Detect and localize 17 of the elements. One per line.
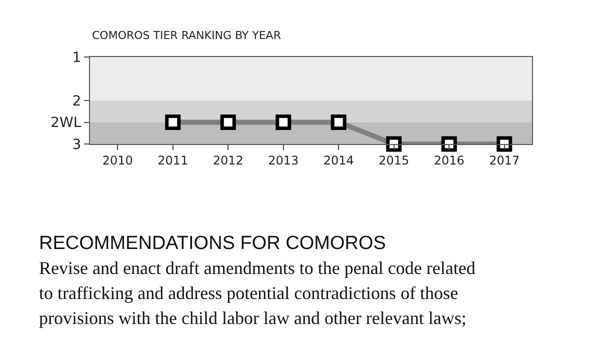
x-tick-label: 2012 [212, 153, 244, 168]
x-tick-label: 2013 [268, 153, 299, 168]
x-tick-label: 2015 [378, 153, 410, 168]
text: RECOMMENDATIONS FOR COMOROS [39, 233, 386, 254]
x-tick-label: 2011 [158, 153, 188, 168]
x-tick-label: 2010 [102, 153, 133, 168]
y-tick-label: 1 [72, 50, 82, 66]
text: to trafficking and address potential contradictions of those [39, 283, 458, 303]
x-tick-label: 2014 [323, 153, 354, 168]
x-tick-label: 2017 [489, 153, 520, 168]
text: provisions with the child labor law and other relevant laws; [39, 308, 466, 328]
chart-title: COMOROS TIER RANKING BY YEAR [92, 29, 282, 42]
text: Revise and enact draft amendments to the penal code related [39, 258, 476, 278]
y-tick-label: 2WL [50, 115, 82, 132]
x-tick-label: 2016 [434, 153, 464, 168]
y-tick-label: 3 [72, 136, 82, 153]
y-tick-label: 2 [72, 93, 82, 110]
